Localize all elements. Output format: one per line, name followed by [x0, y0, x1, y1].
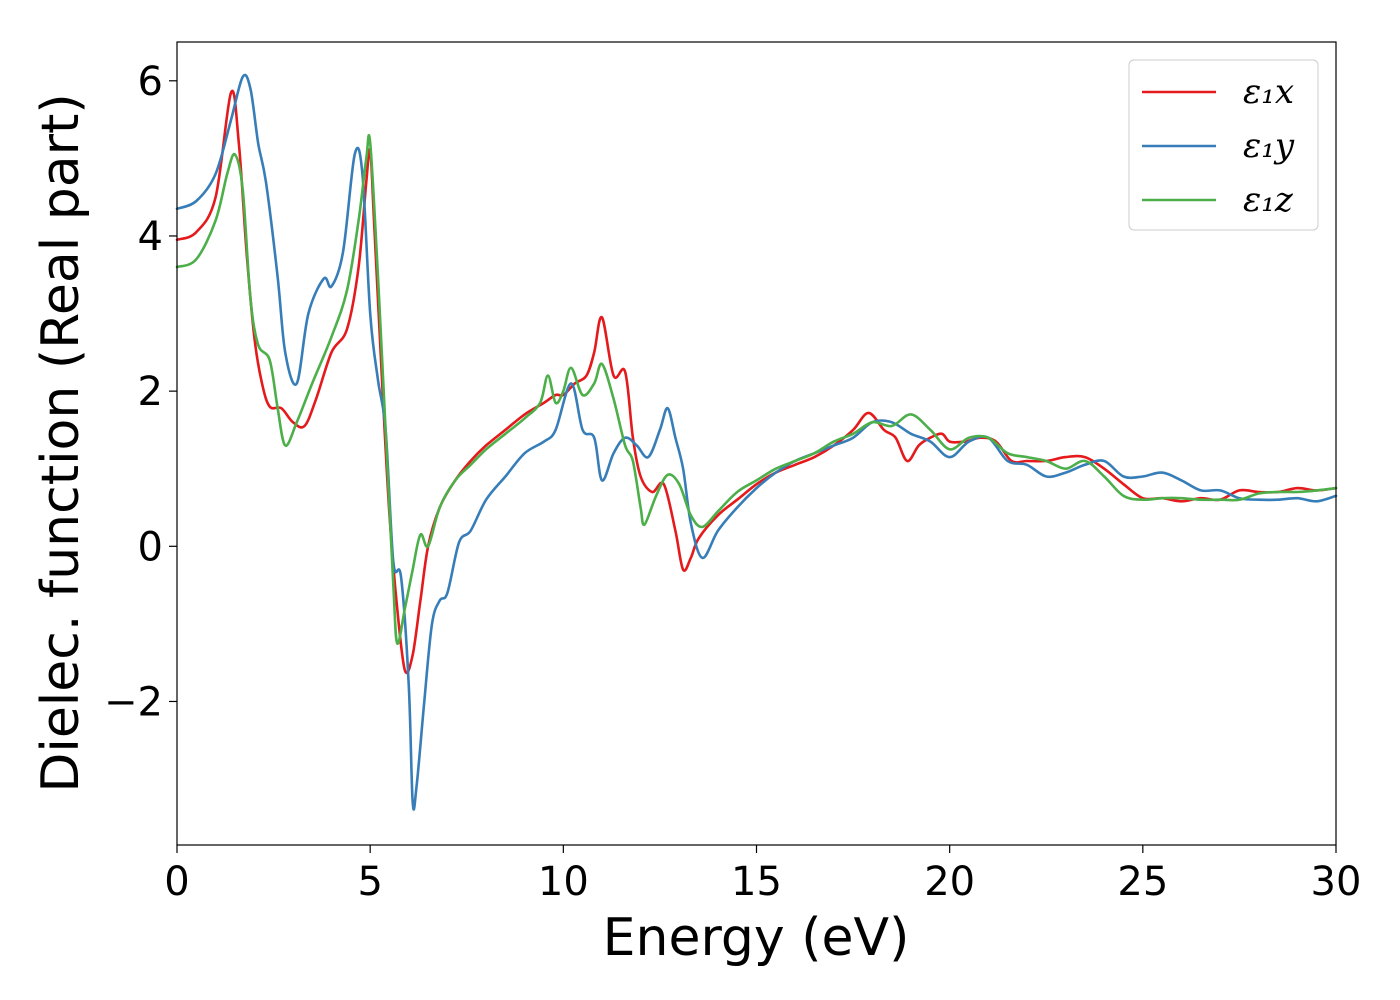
plot-lines	[175, 73, 1338, 811]
y-tick-label: 0	[138, 524, 163, 570]
y-axis-label: Dielec. function (Real part)	[31, 93, 91, 792]
x-axis-label: Energy (eV)	[603, 908, 910, 968]
legend-entries: ε₁x ε₁y ε₁z	[1142, 72, 1295, 220]
y-axis: −2 0 2 4 6	[104, 59, 177, 725]
legend: ε₁x ε₁y ε₁z	[1128, 59, 1319, 231]
x-tick-label: 5	[357, 859, 382, 905]
legend-box	[1128, 59, 1319, 231]
x-axis: 0 5 10 15 20 25 30	[164, 845, 1361, 905]
legend-label: ε₁x	[1243, 72, 1294, 112]
x-tick-label: 0	[164, 859, 189, 905]
legend-label: ε₁y	[1243, 126, 1295, 166]
y-tick-label: −2	[104, 679, 163, 725]
series-line-2	[175, 73, 1338, 811]
series-line-1	[175, 89, 1338, 675]
x-tick-label: 30	[1311, 859, 1362, 905]
y-tick-label: 4	[138, 214, 163, 260]
series-line-3	[175, 134, 1338, 645]
x-tick-label: 15	[731, 859, 782, 905]
x-tick-label: 20	[924, 859, 975, 905]
x-tick-label: 10	[538, 859, 589, 905]
y-tick-label: 2	[138, 369, 163, 415]
legend-label: ε₁z	[1243, 180, 1294, 220]
x-tick-label: 25	[1117, 859, 1168, 905]
y-tick-label: 6	[138, 59, 163, 105]
